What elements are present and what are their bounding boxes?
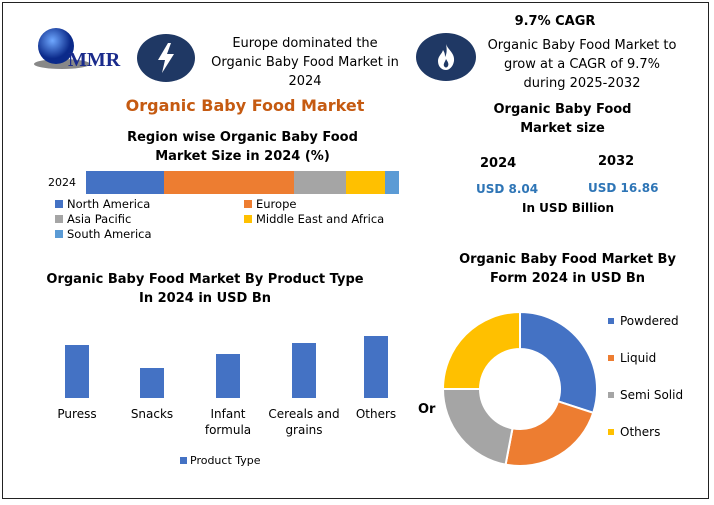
- product-tick-label: Puress: [57, 407, 96, 421]
- frame: [2, 2, 709, 499]
- legend-swatch: [244, 215, 252, 223]
- legend-item: Middle East and Africa: [244, 212, 384, 226]
- region-chart-title: Region wise Organic Baby Food Market Siz…: [127, 130, 358, 164]
- legend-swatch: [608, 392, 614, 398]
- svg-text:MMR: MMR: [68, 49, 121, 71]
- legend-swatch: [55, 215, 63, 223]
- product-tick-label: Others: [356, 407, 396, 421]
- europe-dominance-text: Europe dominated the Organic Baby Food M…: [211, 36, 399, 89]
- legend-item: Asia Pacific: [55, 212, 131, 226]
- product-bar: [364, 336, 388, 398]
- legend-item: North America: [55, 197, 150, 211]
- cagr-title: 9.7% CAGR: [514, 14, 596, 29]
- lightning-icon: [137, 34, 195, 82]
- product-tick-label: Cereals and grains: [268, 407, 339, 437]
- legend-label: South America: [67, 227, 152, 241]
- legend-label: Middle East and Africa: [256, 212, 385, 226]
- legend-label: Powdered: [620, 314, 679, 328]
- unit-label: In USD Billion: [522, 201, 615, 215]
- product-bar: [65, 345, 89, 398]
- legend-label: Liquid: [620, 351, 656, 365]
- legend-item: Europe: [244, 197, 296, 211]
- legend-swatch: [55, 230, 63, 238]
- region-segment-europe: [164, 171, 295, 194]
- legend-label: Semi Solid: [620, 388, 683, 402]
- product-tick-label: Snacks: [131, 407, 173, 421]
- region-segment-middle-east-and-africa: [346, 171, 386, 194]
- market-size-title: Organic Baby Food Market size: [493, 102, 632, 136]
- side-label: Or: [418, 402, 436, 417]
- legend-swatch: [180, 457, 187, 464]
- globe-icon: MMR: [34, 28, 121, 71]
- donut-slice-powdered: [519, 310, 598, 415]
- product-bar: [140, 368, 164, 398]
- legend-label: Europe: [256, 197, 297, 211]
- product-bar: [216, 354, 240, 398]
- year-2032: 2032: [598, 154, 635, 169]
- product-bar: [292, 343, 316, 398]
- legend-swatch: [55, 200, 63, 208]
- region-segment-north-america: [86, 171, 165, 194]
- donut-slice-others: [441, 310, 521, 390]
- year-2024: 2024: [480, 156, 517, 171]
- legend-label: North America: [67, 197, 151, 211]
- legend-swatch: [608, 318, 614, 324]
- legend-swatch: [608, 355, 614, 361]
- cagr-text: Organic Baby Food Market to grow at a CA…: [487, 38, 677, 91]
- mmr-logo: MMR: [26, 24, 134, 74]
- form-donut-chart: Powdered Liquid Semi Solid Others: [441, 310, 683, 467]
- region-category-label: 2024: [48, 176, 76, 189]
- legend-swatch: [244, 200, 252, 208]
- value-2032: USD 16.86: [588, 181, 659, 195]
- product-chart: Puress Snacks Infant formula Cereals and grai…: [57, 336, 396, 467]
- region-stacked-bar: [86, 171, 399, 194]
- donut-slice-liquid: [504, 400, 595, 467]
- legend-item: South America: [55, 227, 152, 241]
- form-chart-title: Organic Baby Food Market By Form 2024 in…: [459, 252, 676, 286]
- region-segment-south-america: [385, 171, 399, 194]
- value-2024: USD 8.04: [476, 182, 539, 196]
- legend-swatch: [608, 429, 614, 435]
- product-chart-title: Organic Baby Food Market By Product Type…: [46, 272, 364, 306]
- legend-label: Product Type: [190, 454, 261, 467]
- flame-icon: [416, 33, 476, 81]
- legend-label: Others: [620, 425, 660, 439]
- main-title: Organic Baby Food Market: [125, 96, 365, 115]
- donut-slice-semi-solid: [441, 388, 514, 466]
- region-segment-asia-pacific: [294, 171, 347, 194]
- legend-label: Asia Pacific: [67, 212, 132, 226]
- product-tick-label: Infant formula: [205, 407, 251, 437]
